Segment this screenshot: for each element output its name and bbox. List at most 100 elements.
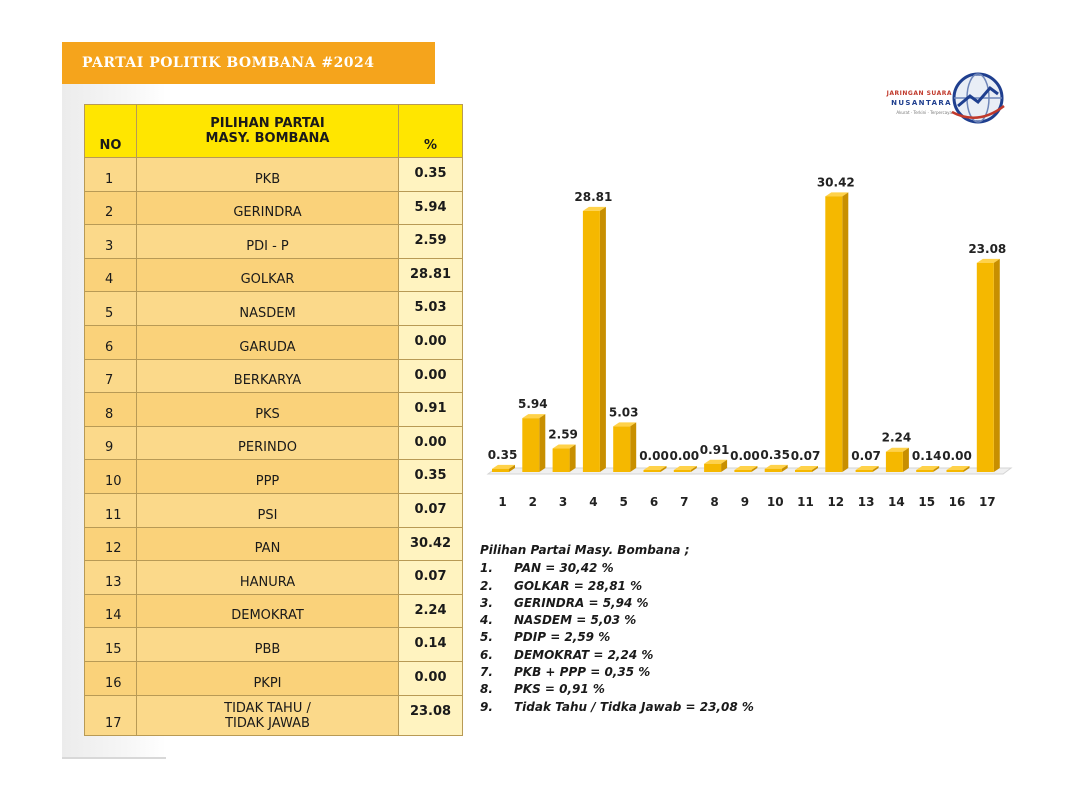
row-no: 10 — [84, 459, 137, 494]
data-label: 0.91 — [700, 443, 730, 457]
table-row: 6 GARUDA 0.00 — [84, 324, 463, 360]
row-no: 8 — [84, 392, 137, 427]
row-pct: 5.03 — [398, 291, 463, 326]
header-no: NO — [84, 104, 137, 158]
row-party: PKPI — [136, 660, 399, 696]
summary-item-number: 4. — [480, 613, 493, 628]
row-party: PKB — [136, 157, 399, 192]
x-tick-label: 16 — [949, 495, 966, 509]
bar — [795, 470, 812, 472]
bar-top — [885, 447, 909, 452]
summary-item-number: 6. — [480, 647, 493, 662]
bar — [582, 210, 600, 473]
row-no: 2 — [84, 190, 137, 226]
summary-item: 2. GOLKAR = 28,81 % — [480, 578, 754, 595]
row-party: DEMOKRAT — [136, 593, 399, 629]
data-label: 0.00 — [669, 449, 699, 463]
bar — [946, 470, 964, 472]
summary-item-number: 2. — [480, 578, 493, 593]
row-no: 6 — [84, 324, 137, 360]
row-pct: 23.08 — [398, 694, 463, 736]
data-label: 0.35 — [760, 448, 790, 462]
row-party: TIDAK TAHU / TIDAK JAWAB — [136, 694, 399, 736]
bar-side — [842, 192, 849, 472]
bar-side — [781, 464, 788, 472]
header-party-line2: MASY. BOMBANA — [205, 131, 330, 146]
table-row: 2 GERINDRA 5.94 — [84, 190, 463, 226]
summary-item-number: 8. — [480, 682, 493, 697]
summary-item-text: Tidak Tahu / Tidka Jawab = 23,08 % — [514, 699, 754, 714]
summary-item-text: PKB + PPP = 0,35 % — [514, 665, 651, 680]
data-label: 5.03 — [609, 405, 639, 419]
summary-item: 3. GERINDRA = 5,94 % — [480, 595, 754, 612]
row-pct: 5.94 — [398, 190, 463, 226]
x-tick-label: 14 — [888, 495, 905, 509]
bar — [825, 196, 843, 472]
summary-title: Pilihan Partai Masy. Bombana ; — [480, 543, 690, 557]
row-no: 7 — [84, 358, 137, 394]
summary-item-number: 7. — [480, 665, 493, 680]
row-no: 4 — [84, 257, 137, 293]
summary-list: Pilihan Partai Masy. Bombana ; 1. PAN = 3… — [480, 542, 754, 716]
row-party: PKS — [136, 392, 399, 427]
row-no: 14 — [84, 593, 137, 629]
row-pct: 2.24 — [398, 593, 463, 629]
data-label: 0.00 — [942, 449, 972, 463]
data-label: 0.00 — [639, 449, 669, 463]
summary-item-text: GOLKAR = 28,81 % — [514, 578, 643, 593]
bar-top — [552, 444, 576, 449]
row-no: 9 — [84, 425, 137, 461]
data-label: 23.08 — [968, 242, 1006, 256]
summary-item-text: PAN = 30,42 % — [514, 561, 614, 576]
x-tick-label: 2 — [529, 495, 537, 509]
summary-item: 1. PAN = 30,42 % — [480, 560, 754, 577]
row-party: PERINDO — [136, 425, 399, 461]
summary-item-number: 1. — [480, 561, 493, 576]
summary-item: 8. PKS = 0,91 % — [480, 681, 754, 698]
bar-side — [872, 466, 879, 472]
bar-top — [492, 464, 515, 469]
bar — [916, 470, 934, 472]
bar-top — [976, 258, 1000, 263]
bar-side — [690, 466, 697, 472]
bar — [552, 448, 570, 472]
bar-top — [855, 466, 879, 470]
bar-chart: 0.35 1 5.94 2 2.59 3 28.81 4 5.03 5 0.00 6 0.00 7 0.91… — [486, 175, 1013, 509]
row-party: GERINDRA — [136, 190, 399, 226]
table-row: 17 TIDAK TAHU / TIDAK JAWAB 23.08 — [84, 694, 463, 736]
bar — [522, 418, 540, 472]
summary-item: 7. PKB + PPP = 0,35 % — [480, 664, 754, 681]
x-tick-label: 9 — [741, 495, 749, 509]
bar — [673, 470, 691, 472]
data-label: 0.14 — [912, 449, 942, 463]
bar-side — [721, 459, 728, 472]
row-pct: 0.14 — [398, 627, 463, 662]
row-pct: 0.00 — [398, 324, 463, 360]
summary-item: 6. DEMOKRAT = 2,24 % — [480, 647, 754, 664]
table-row: 12 PAN 30.42 — [84, 526, 463, 562]
header-party: PILIHAN PARTAI MASY. BOMBANA — [136, 104, 399, 158]
bar-top — [916, 466, 940, 470]
table-row: 4 GOLKAR 28.81 — [84, 257, 463, 293]
bar-side — [751, 466, 758, 472]
data-label: 0.07 — [851, 449, 881, 463]
bar-side — [569, 444, 576, 472]
logo-line1: JARINGAN SUARA — [886, 90, 952, 97]
table-row: 15 PBB 0.14 — [84, 627, 463, 662]
table-row: 10 PPP 0.35 — [84, 459, 463, 494]
left-decor-line — [62, 757, 166, 759]
x-tick-label: 1 — [498, 495, 506, 509]
bar — [855, 470, 873, 472]
bar-side — [660, 466, 667, 472]
bar-top — [704, 459, 728, 464]
table-row: 16 PKPI 0.00 — [84, 660, 463, 696]
bar-top — [643, 466, 667, 470]
table-row: 1 PKB 0.35 — [84, 157, 463, 192]
bar — [613, 426, 631, 472]
row-party: GOLKAR — [136, 257, 399, 293]
data-label: 2.59 — [548, 428, 578, 442]
row-no: 16 — [84, 660, 137, 696]
summary-item-text: PDIP = 2,59 % — [514, 630, 611, 645]
table-row: 8 PKS 0.91 — [84, 392, 463, 427]
bar — [704, 463, 722, 472]
